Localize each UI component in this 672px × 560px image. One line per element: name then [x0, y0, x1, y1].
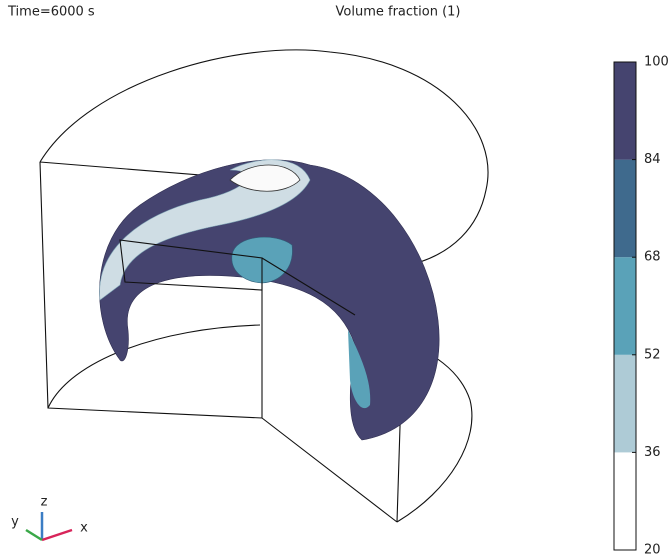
tick-label: 84: [644, 152, 661, 167]
tick-label: 100: [644, 55, 669, 70]
colorbar: 20 36 52 68 84 100: [613, 55, 669, 558]
axis-triad: x y z: [11, 495, 88, 542]
color-segment: [614, 159, 636, 258]
tick-label: 68: [644, 250, 661, 265]
tick-label: 52: [644, 347, 661, 362]
tick-label: 36: [644, 445, 661, 460]
time-label: Time=6000 s: [7, 5, 95, 20]
axis-x-label: x: [80, 521, 88, 536]
color-segment: [614, 452, 636, 550]
surface-teal: [348, 330, 371, 409]
surface-light: [99, 159, 311, 301]
axis-z-label: z: [41, 495, 48, 510]
surface-white: [229, 164, 301, 192]
tick-label: 20: [644, 543, 661, 558]
axis-y-label: y: [11, 515, 19, 530]
geometry: [39, 49, 489, 523]
plot-title: Volume fraction (1): [336, 5, 461, 20]
color-segment: [614, 257, 636, 355]
colorbar-frame: [613, 61, 637, 551]
color-segment: [614, 62, 636, 160]
color-segment: [614, 354, 636, 453]
